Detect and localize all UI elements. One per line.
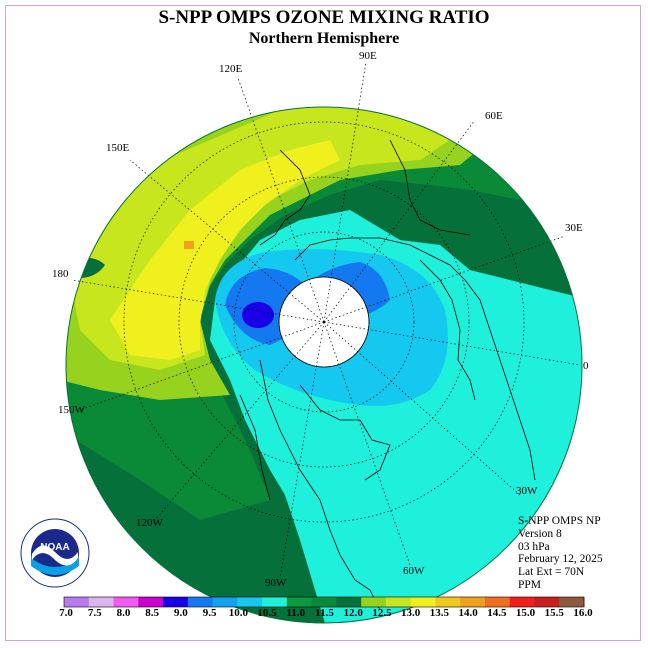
lon-label-60e: 60E bbox=[485, 110, 503, 122]
field-orange-spot bbox=[184, 241, 194, 249]
colorbar-tick-label: 13.5 bbox=[429, 607, 449, 619]
colorbar-swatch bbox=[410, 597, 436, 607]
colorbar-swatch bbox=[311, 597, 337, 607]
lon-label-30w: 30W bbox=[516, 485, 538, 497]
info-instrument: S-NPP OMPS NP bbox=[518, 515, 601, 527]
colorbar-tick-label: 9.5 bbox=[202, 607, 217, 619]
colorbar-tick-label: 12.5 bbox=[372, 607, 392, 619]
info-date: February 12, 2025 bbox=[518, 553, 603, 566]
lon-label-150e: 150E bbox=[106, 142, 130, 154]
info-block: S-NPP OMPS NP Version 8 03 hPa February … bbox=[518, 515, 603, 592]
colorbar-swatch bbox=[361, 597, 387, 607]
colorbar-tick-label: 7.0 bbox=[59, 607, 73, 619]
colorbar-tick-label: 8.0 bbox=[116, 607, 131, 619]
info-version: Version 8 bbox=[518, 527, 562, 540]
chart-subtitle: Northern Hemisphere bbox=[248, 30, 400, 47]
lon-label-120e: 120E bbox=[219, 63, 243, 75]
meridians bbox=[71, 61, 581, 579]
latitude-circles bbox=[123, 121, 525, 523]
colorbar-tick-label: 8.5 bbox=[145, 607, 160, 619]
colorbar-swatch bbox=[138, 597, 164, 607]
field-teal-strip bbox=[250, 395, 360, 623]
field-yellow bbox=[110, 140, 340, 360]
coastlines bbox=[239, 139, 536, 611]
colorbar-swatch bbox=[88, 597, 115, 607]
chart-title: S-NPP OMPS OZONE MIXING RATIO bbox=[158, 7, 490, 28]
colorbar-swatch bbox=[262, 597, 288, 607]
colorbar-swatch bbox=[534, 597, 560, 607]
colorbar-tick-label: 11.0 bbox=[286, 607, 306, 619]
colorbar-swatch bbox=[64, 597, 90, 607]
colorbar-tick-label: 13.0 bbox=[401, 607, 421, 619]
info-level: 03 hPa bbox=[518, 540, 550, 553]
colorbar-tick-label: 9.0 bbox=[174, 607, 188, 619]
colorbar-tick-label: 15.5 bbox=[544, 607, 564, 619]
colorbar-swatch bbox=[509, 597, 535, 607]
info-lat-ext: Lat Ext = 70N bbox=[518, 566, 585, 579]
colorbar-swatch bbox=[484, 597, 511, 607]
lon-label-30e: 30E bbox=[565, 222, 583, 234]
lon-label-120w: 120W bbox=[136, 517, 163, 529]
colorbar-tick-label: 15.0 bbox=[515, 607, 536, 619]
colorbar-swatch bbox=[336, 597, 362, 607]
colorbar-swatch bbox=[385, 597, 412, 607]
lon-label-0: 0 bbox=[583, 360, 589, 372]
noaa-logo: NOAA bbox=[20, 518, 90, 588]
info-units: PPM bbox=[518, 578, 542, 591]
noaa-logo-text: NOAA bbox=[40, 542, 69, 553]
colorbar-tick-label: 12.0 bbox=[343, 607, 363, 619]
colorbar-tick-label: 10.0 bbox=[228, 607, 248, 619]
colorbar-outline bbox=[63, 596, 585, 608]
colorbar-swatch bbox=[113, 597, 139, 607]
lon-label-60w: 60W bbox=[403, 565, 425, 577]
field-dark-blue bbox=[242, 302, 274, 328]
colorbar-tick-label: 7.5 bbox=[87, 607, 102, 619]
lon-label-90w: 90W bbox=[265, 577, 287, 589]
colorbar-swatch bbox=[559, 597, 585, 607]
colorbar-swatch bbox=[187, 597, 214, 607]
colorbar-swatch bbox=[237, 597, 263, 607]
map-outline bbox=[65, 106, 583, 624]
colorbar-swatch bbox=[435, 597, 461, 607]
lon-label-90e: 90E bbox=[359, 50, 377, 62]
colorbar-swatch bbox=[212, 597, 238, 607]
figure-frame bbox=[5, 5, 641, 641]
colorbar-tick-label: 11.5 bbox=[315, 607, 334, 619]
colorbar-swatch bbox=[460, 597, 486, 607]
colorbar-tick-label: 14.0 bbox=[458, 607, 478, 619]
colorbar-tick-label: 10.5 bbox=[257, 607, 277, 619]
field-dark-blue-2 bbox=[338, 267, 358, 283]
lon-label-180: 180 bbox=[52, 268, 69, 280]
lon-label-150w: 150W bbox=[58, 404, 85, 416]
colorbar-tick-label: 16.0 bbox=[573, 607, 593, 619]
colorbar-tick-label: 14.5 bbox=[487, 607, 507, 619]
colorbar-swatch bbox=[286, 597, 313, 607]
colorbar-swatch bbox=[163, 597, 189, 607]
